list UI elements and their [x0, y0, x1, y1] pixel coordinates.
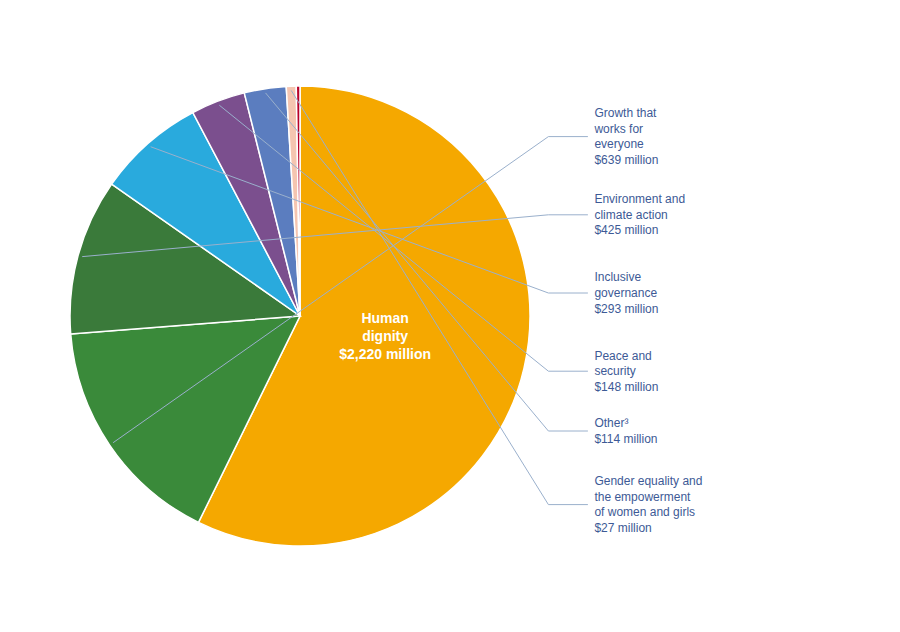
- label-line: dignity: [362, 328, 408, 344]
- label-line: governance: [594, 286, 657, 300]
- slice-label: Gender equality and the empowermentof wom…: [594, 474, 702, 535]
- label-line: of women and girls: [594, 505, 695, 519]
- label-line: Growth that: [594, 106, 657, 120]
- label-line: $148 million: [594, 380, 658, 394]
- slice: [71, 316, 300, 522]
- plot: [70, 86, 530, 546]
- leader-line: [291, 91, 587, 505]
- slice-label: Human dignity $2,220 million: [339, 310, 431, 362]
- label-line: $293 million: [594, 302, 658, 316]
- slice-label: Inclusive governance $293 million: [594, 270, 658, 315]
- leader-line: [151, 147, 587, 293]
- label-line: Peace and: [594, 349, 651, 363]
- slice-label: Other³ $114 million: [594, 416, 657, 446]
- label-line: $114 million: [594, 432, 657, 446]
- label-line: the empowerment: [594, 490, 691, 504]
- leader-line: [83, 215, 588, 257]
- label-line: works for: [593, 122, 643, 136]
- slice: [244, 86, 300, 316]
- chart: Human dignity $2,220 million Growth that wor…: [0, 0, 900, 632]
- label-line: security: [594, 364, 635, 378]
- label-line: $639 million: [594, 153, 658, 167]
- leader-line: [220, 105, 588, 371]
- label-line: $27 million: [594, 521, 651, 535]
- label-line: climate action: [594, 208, 667, 222]
- label-line: Inclusive: [594, 270, 641, 284]
- slice-label: Environment and climate action$425 millio…: [594, 192, 685, 237]
- label-line: Environment and: [594, 192, 685, 206]
- label-line: everyone: [594, 137, 644, 151]
- slices: [70, 86, 530, 546]
- label-line: Human: [361, 310, 408, 326]
- slice-label: Peace andsecurity $148 million: [594, 349, 658, 394]
- labels: Human dignity $2,220 million Growth that wor…: [83, 91, 703, 535]
- leader-line: [113, 137, 587, 443]
- label-line: Gender equality and: [594, 474, 702, 488]
- label-line: $2,220 million: [339, 346, 431, 362]
- label-line: Other³: [594, 416, 628, 430]
- leader-line: [266, 93, 588, 431]
- label-line: $425 million: [594, 223, 658, 237]
- slice-label: Growth that works foreveryone $639 million: [593, 106, 658, 167]
